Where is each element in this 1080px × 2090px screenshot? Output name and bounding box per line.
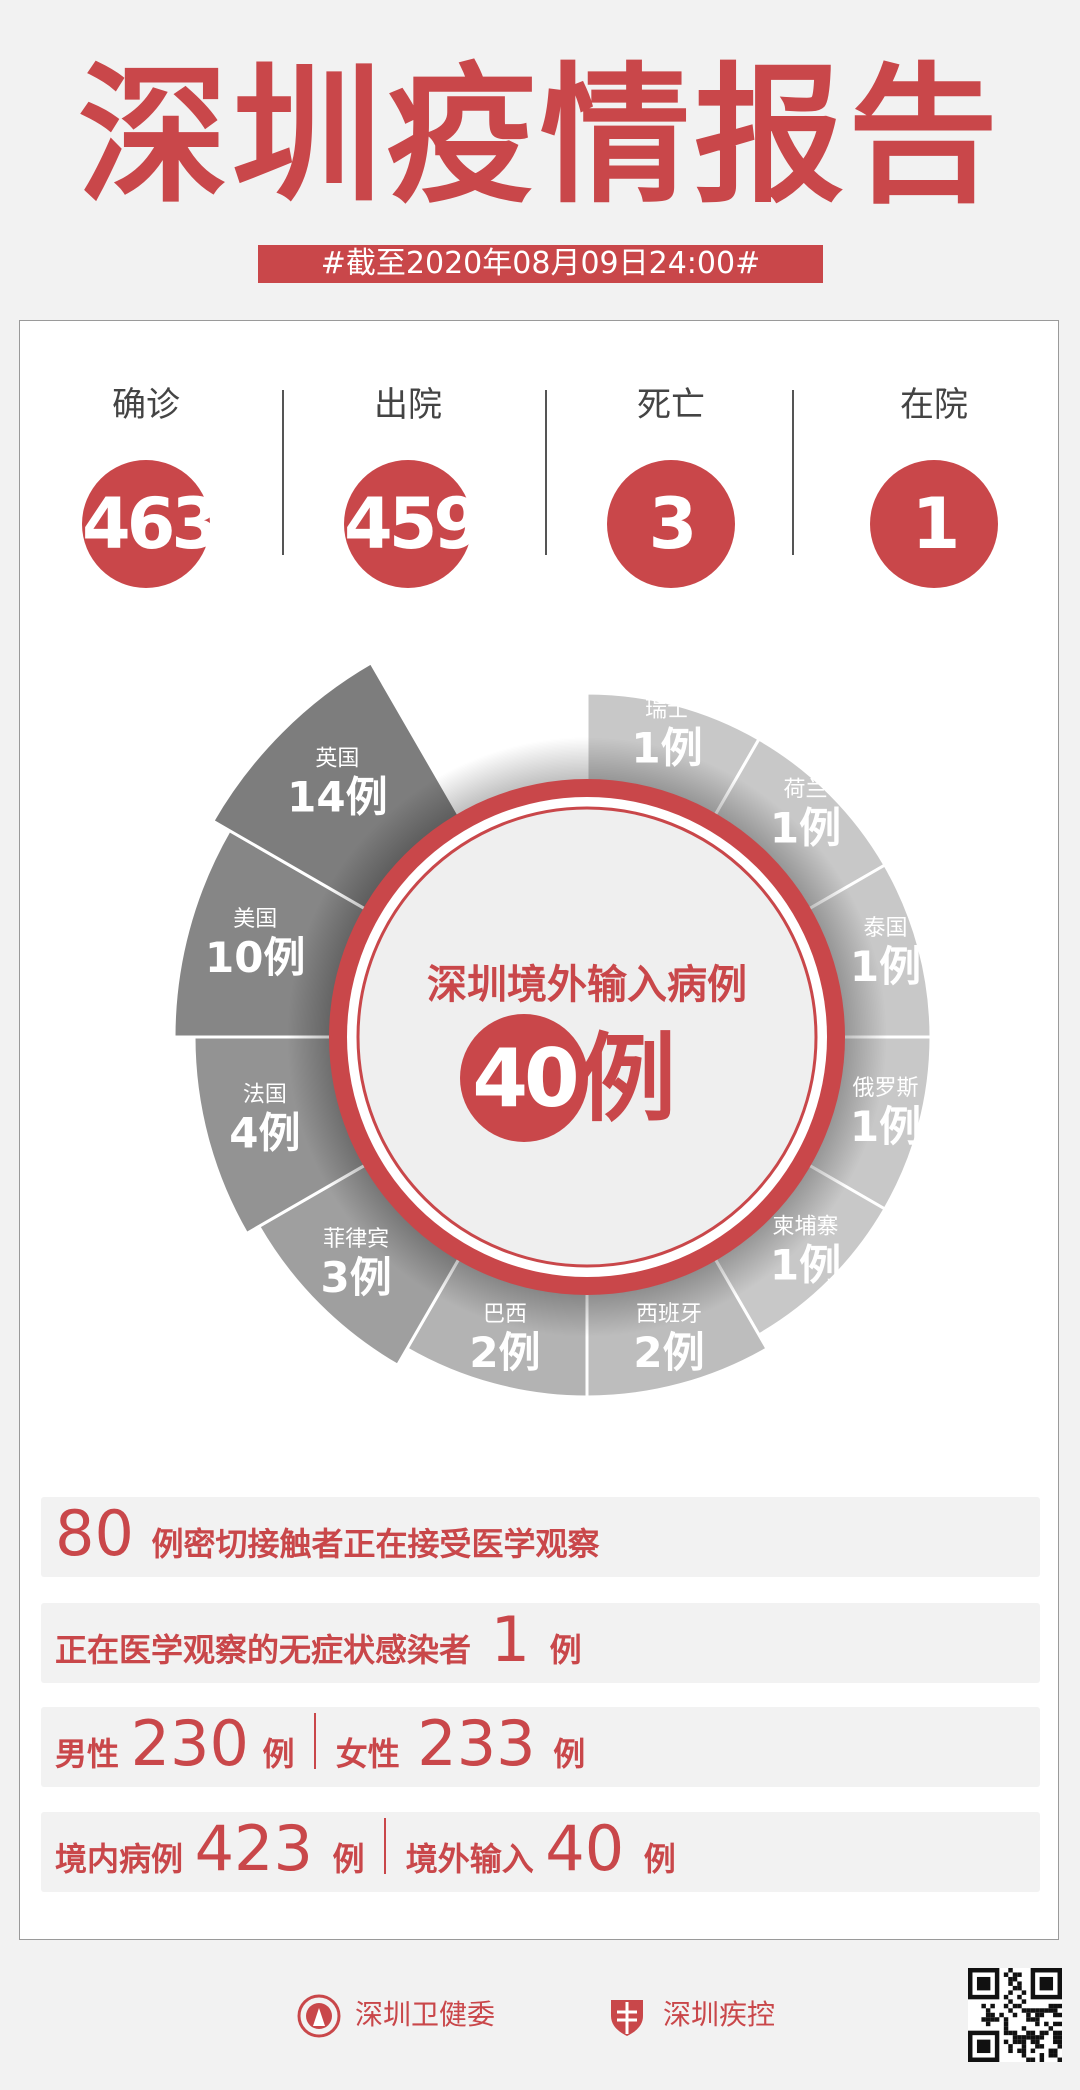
segment-value: 4例: [229, 1108, 300, 1157]
segment-label: 美国: [233, 907, 277, 932]
segment-label: 法国: [243, 1082, 287, 1107]
stat-hospitalized: 在院 1: [834, 380, 1034, 588]
male-unit: 例: [262, 1735, 295, 1773]
divider: [545, 390, 547, 555]
stat-confirmed: 确诊 463: [46, 380, 246, 588]
contacts-text: 例密切接触者正在接受医学观察: [151, 1525, 600, 1563]
center-title: 深圳境外输入病例: [427, 962, 747, 1008]
date-banner: #截至2020年08月09日24:00#: [258, 245, 823, 283]
segment-value: 1例: [850, 942, 921, 991]
stat-deaths: 死亡 3: [571, 380, 771, 588]
local-unit: 例: [332, 1840, 365, 1878]
segment-value: 2例: [633, 1328, 704, 1377]
stat-label: 出院: [374, 385, 442, 425]
segment-label: 西班牙: [636, 1302, 702, 1327]
footer-org-health-commission: 深圳卫健委: [297, 1990, 495, 2040]
imported-cases-rose-chart: 深圳境外输入病例 40 例 瑞士1例荷兰1例泰国1例俄罗斯1例柬埔寨1例西班牙2…: [174, 662, 931, 1397]
local-value: 423: [194, 1812, 313, 1885]
stat-value: 1: [870, 460, 998, 588]
row-origin: 境内病例 423 例 境外输入 40 例: [41, 1812, 1040, 1892]
segment-label: 瑞士: [645, 698, 689, 723]
qr-code[interactable]: [968, 1968, 1062, 2062]
import-unit: 例: [643, 1840, 676, 1878]
segment-value: 10例: [205, 933, 305, 982]
footer-org-cdc: 深圳疾控: [605, 1990, 775, 2040]
segment-label: 英国: [315, 746, 359, 771]
divider: [384, 1818, 387, 1874]
page-title: 深圳疫情报告: [77, 50, 1002, 224]
local-label: 境内病例: [55, 1840, 184, 1878]
center-disc: [356, 806, 818, 1268]
row-close-contacts: 80 例密切接触者正在接受医学观察: [41, 1497, 1040, 1577]
segment-value: 1例: [850, 1102, 921, 1151]
asymptomatic-unit: 例: [549, 1631, 582, 1669]
segment-value: 1例: [631, 724, 702, 773]
male-label: 男性: [55, 1735, 120, 1773]
segment-label: 菲律宾: [323, 1227, 389, 1252]
stat-value: 463: [82, 460, 220, 588]
segment-value: 3例: [321, 1253, 392, 1302]
contacts-value: 80: [55, 1497, 134, 1570]
import-value: 40: [545, 1812, 625, 1885]
female-unit: 例: [553, 1735, 586, 1773]
stat-label: 在院: [900, 385, 968, 425]
asymptomatic-value: 1: [490, 1603, 531, 1676]
female-value: 233: [417, 1707, 536, 1780]
stat-label: 确诊: [112, 385, 180, 425]
segment-label: 俄罗斯: [852, 1076, 918, 1101]
asymptomatic-text: 正在医学观察的无症状感染者: [55, 1631, 472, 1669]
segment-value: 1例: [770, 804, 841, 853]
stat-discharged: 出院 459: [308, 380, 508, 588]
center-value-circle: [460, 1014, 588, 1142]
org1-name: 深圳卫健委: [355, 1998, 496, 2031]
divider: [792, 390, 794, 555]
segment-label: 柬埔寨: [772, 1214, 838, 1239]
center-value: 40: [472, 1032, 576, 1125]
segment-label: 泰国: [863, 916, 907, 941]
cdc-shield-icon: [611, 2000, 643, 2036]
female-label: 女性: [335, 1735, 400, 1773]
male-value: 230: [130, 1707, 249, 1780]
import-label: 境外输入: [405, 1840, 534, 1878]
segment-value: 14例: [287, 772, 387, 821]
stat-value: 3: [607, 460, 735, 588]
divider: [314, 1713, 317, 1769]
org2-name: 深圳疾控: [663, 1998, 776, 2031]
divider: [282, 390, 284, 555]
row-asymptomatic: 正在医学观察的无症状感染者 1 例: [41, 1603, 1040, 1683]
segment-value: 1例: [770, 1240, 841, 1289]
segment-label: 巴西: [483, 1302, 527, 1327]
segment-label: 荷兰: [783, 778, 827, 803]
stat-value: 459: [344, 460, 482, 588]
health-commission-emblem-icon: [297, 1994, 341, 2038]
row-gender: 男性 230 例 女性 233 例: [41, 1707, 1040, 1787]
stat-label: 死亡: [637, 385, 705, 425]
segment-value: 2例: [469, 1328, 540, 1377]
center-unit: 例: [580, 1023, 676, 1135]
